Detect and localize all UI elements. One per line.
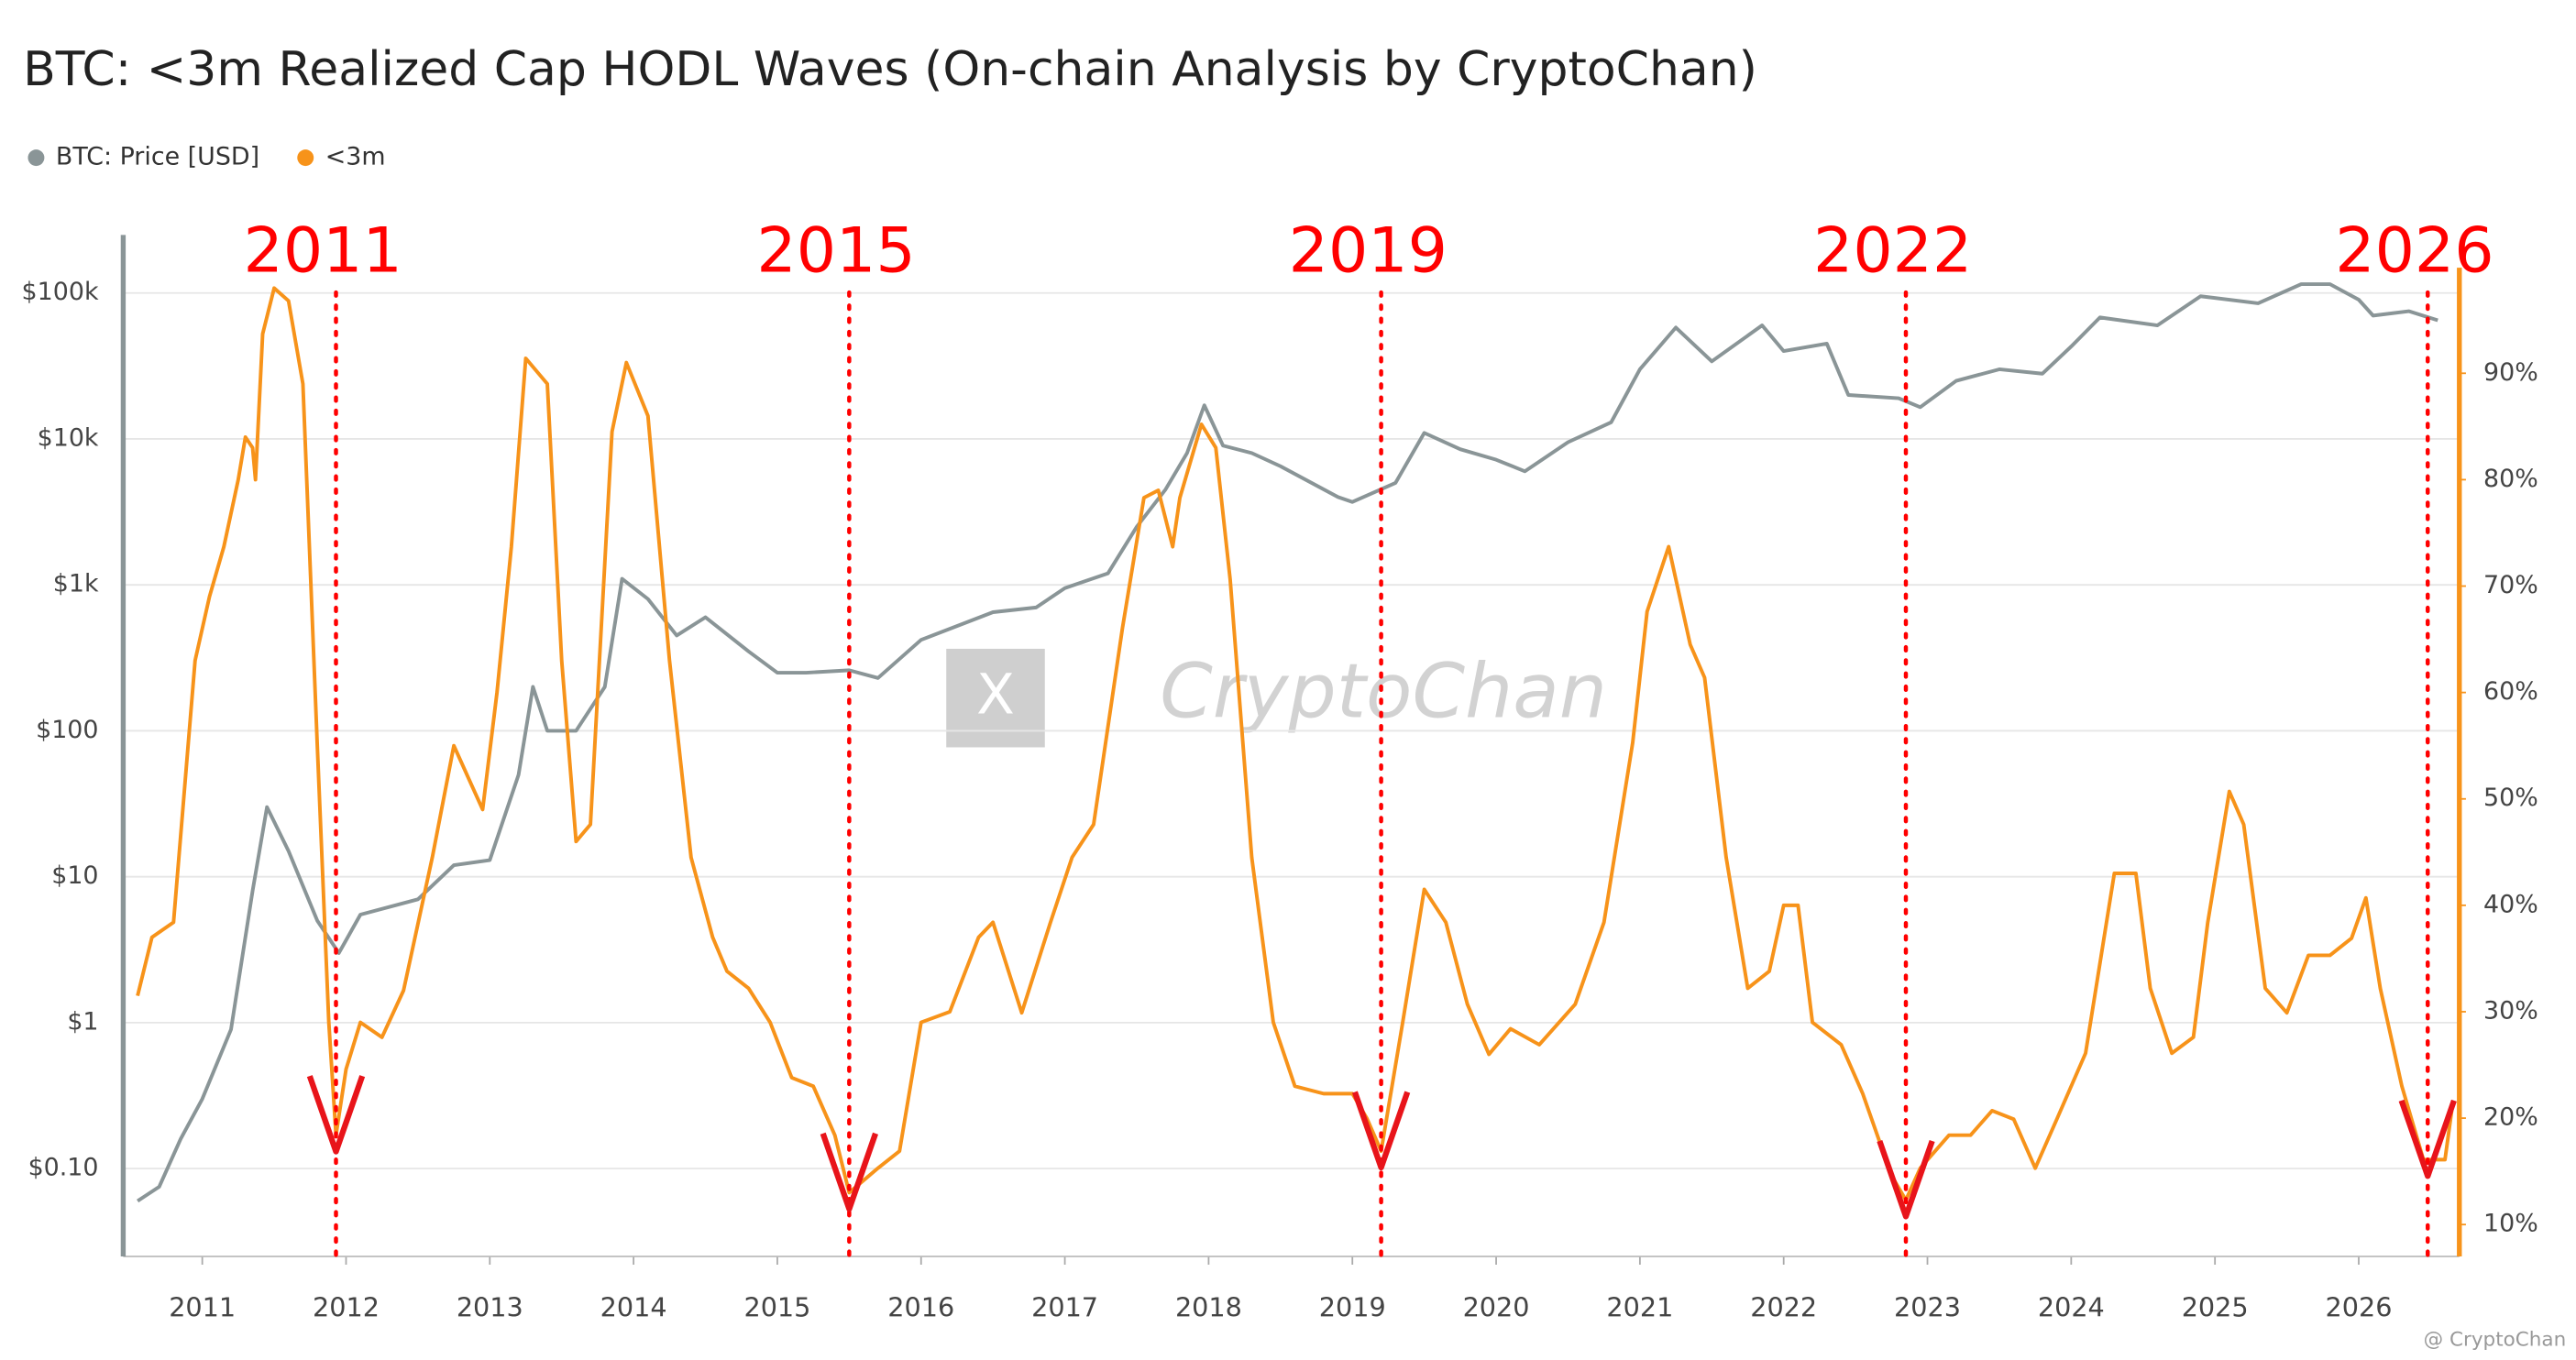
annotation-arrow [306, 1075, 366, 1155]
annotation-label: 2015 [756, 214, 915, 287]
y-tick-label: $100 [36, 716, 98, 744]
y-tick-label: $1k [53, 570, 99, 598]
legend-label: BTC: Price [USD] [56, 143, 259, 171]
x-tick-label: 2012 [313, 1291, 380, 1322]
y2-tick-label: 60% [2483, 677, 2538, 706]
series-line [136, 286, 2454, 1202]
credit: @ CryptoChan [2424, 1328, 2567, 1351]
x-tick-label: 2026 [2326, 1291, 2393, 1322]
x-tick-label: 2016 [887, 1291, 954, 1322]
watermark: CryptoChan [1160, 647, 1607, 735]
y-tick-label: $1 [67, 1007, 98, 1036]
watermark-logo-glyph: X [976, 662, 1015, 727]
y-tick-label: $10 [51, 861, 98, 890]
x-tick-label: 2021 [1606, 1291, 1673, 1322]
annotation-arrow [2398, 1099, 2457, 1179]
x-tick-label: 2024 [2038, 1291, 2105, 1322]
x-tick-label: 2014 [600, 1291, 667, 1322]
x-tick-label: 2013 [457, 1291, 523, 1322]
chart-title: BTC: <3m Realized Cap HODL Waves (On-cha… [23, 42, 1757, 97]
y2-tick-label: 20% [2483, 1103, 2538, 1132]
y-tick-label: $10k [38, 423, 99, 452]
series-line [137, 282, 2438, 1203]
annotation-label: 2022 [1813, 214, 1972, 287]
annotation-arrow [1351, 1091, 1411, 1171]
y2-tick-label: 70% [2483, 571, 2538, 599]
y2-tick-label: 90% [2483, 358, 2538, 387]
x-tick-label: 2025 [2182, 1291, 2249, 1322]
x-tick-label: 2011 [169, 1291, 236, 1322]
legend-marker [297, 149, 314, 167]
legend-label: <3m [325, 143, 386, 171]
legend-marker [28, 149, 45, 167]
x-tick-label: 2020 [1463, 1291, 1530, 1322]
y2-tick-label: 30% [2483, 996, 2538, 1025]
y2-tick-label: 40% [2483, 890, 2538, 918]
x-tick-label: 2022 [1750, 1291, 1817, 1322]
x-tick-label: 2018 [1175, 1291, 1242, 1322]
annotation-arrow [1877, 1139, 1935, 1220]
annotation-label: 2011 [244, 214, 402, 287]
annotation-arrow [820, 1132, 878, 1212]
annotation-label: 2019 [1289, 214, 1448, 287]
y-tick-label: $0.10 [28, 1154, 99, 1182]
y2-tick-label: 80% [2483, 465, 2538, 493]
x-tick-label: 2015 [743, 1291, 810, 1322]
y2-tick-label: 10% [2483, 1210, 2538, 1238]
x-tick-label: 2017 [1031, 1291, 1098, 1322]
x-tick-label: 2023 [1894, 1291, 1961, 1322]
annotation-label: 2026 [2335, 214, 2493, 287]
x-tick-label: 2019 [1319, 1291, 1386, 1322]
y2-tick-label: 50% [2483, 784, 2538, 812]
y-tick-label: $100k [22, 278, 99, 306]
